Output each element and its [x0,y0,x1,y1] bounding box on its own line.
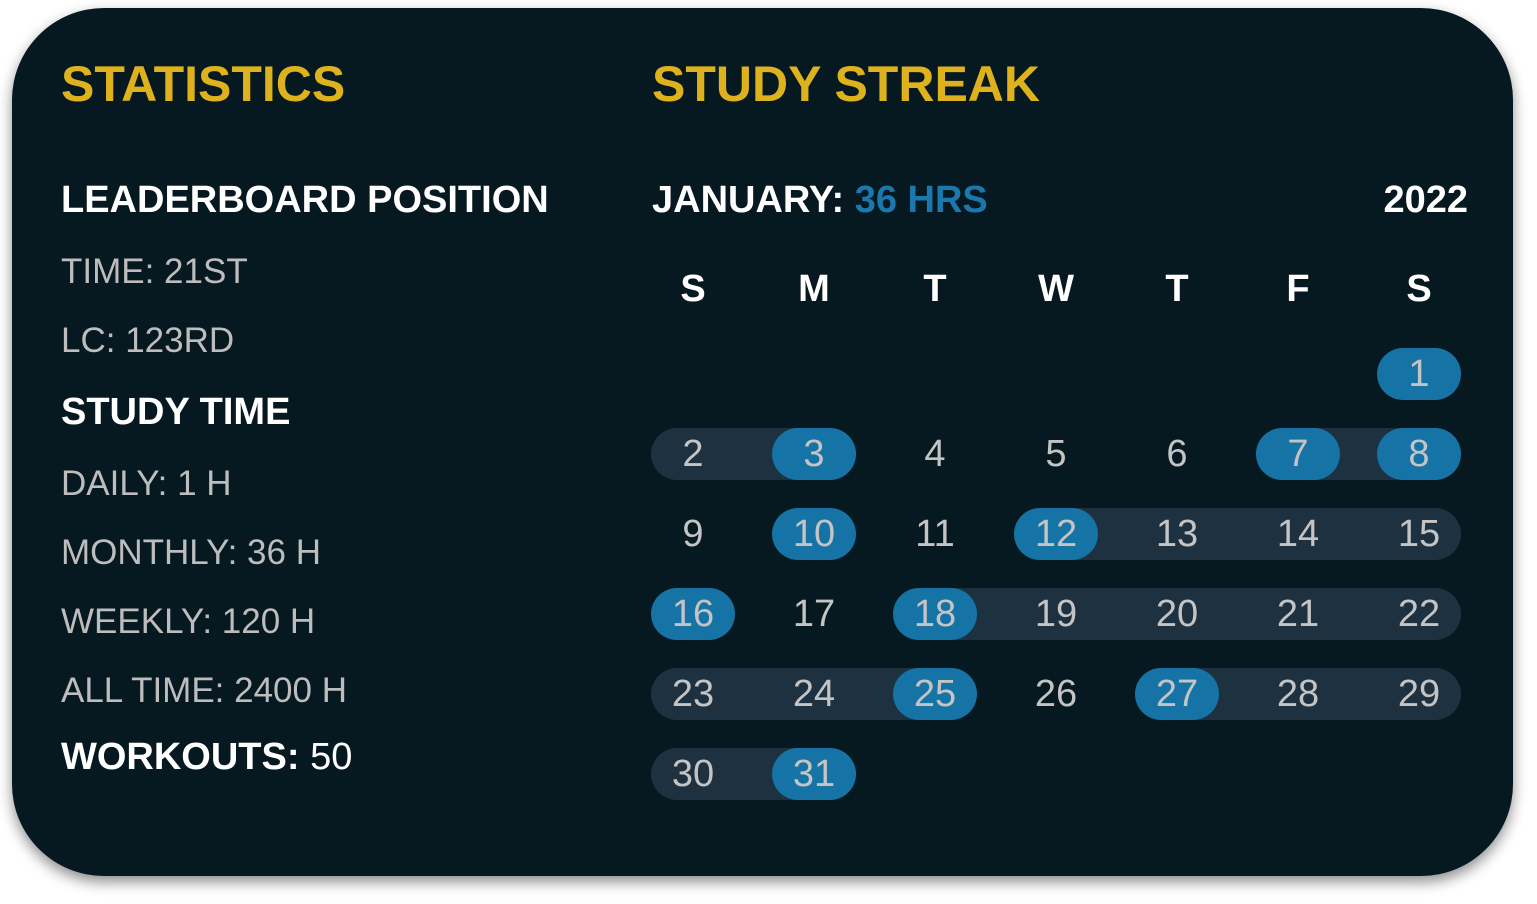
calendar-day[interactable]: 10 [792,513,836,555]
calendar-day[interactable]: 9 [682,513,704,555]
study-day-highlight [772,428,856,480]
calendar-day[interactable]: 27 [1155,673,1199,715]
weekday-1: M [798,268,830,310]
calendar-day[interactable]: 16 [671,593,715,635]
study-day-highlight [893,588,977,640]
year-label: 2022 [1383,179,1468,221]
calendar-day[interactable]: 6 [1166,433,1188,475]
study-day-highlight [1256,428,1340,480]
calendar-day[interactable]: 12 [1034,513,1078,555]
weekday-6: S [1406,268,1432,310]
calendar-day[interactable]: 28 [1276,673,1320,715]
streak-band [893,588,1461,640]
calendar-day[interactable]: 2 [682,433,704,475]
study-time-heading: STUDY TIME [61,391,291,433]
calendar-day[interactable]: 24 [792,673,836,715]
study-day-highlight [893,668,977,720]
calendar-day[interactable]: 19 [1034,593,1078,635]
calendar-day[interactable]: 29 [1397,673,1441,715]
calendar-day[interactable]: 25 [913,673,957,715]
study-daily: DAILY: 1 H [61,464,232,503]
statistics-title: STATISTICS [61,56,346,112]
study-day-highlight [1377,428,1461,480]
study-monthly: MONTHLY: 36 H [61,533,321,572]
study-day-highlight [772,748,856,800]
weekday-2: T [923,268,947,310]
month-summary: JANUARY: 36 HRS [652,181,988,219]
workouts: WORKOUTS: 50 [61,738,352,776]
study-day-highlight [651,588,735,640]
calendar-day[interactable]: 26 [1034,673,1078,715]
month-hours: 36 HRS [854,179,988,221]
leaderboard-lc: LC: 123RD [61,321,235,360]
calendar-day[interactable]: 11 [915,513,955,555]
calendar-day[interactable]: 15 [1397,513,1441,555]
weekday-3: W [1038,268,1074,310]
calendar-day[interactable]: 1 [1408,353,1430,395]
weekday-5: F [1286,268,1310,310]
calendar-day[interactable]: 14 [1276,513,1320,555]
calendar-day[interactable]: 21 [1276,593,1320,635]
calendar-day[interactable]: 23 [671,673,715,715]
study-streak-title: STUDY STREAK [652,56,1041,112]
month-label: JANUARY: [652,179,845,221]
leaderboard-time: TIME: 21ST [61,252,248,291]
calendar-day[interactable]: 4 [924,433,946,475]
study-day-highlight [1377,348,1461,400]
calendar-day[interactable]: 22 [1397,593,1441,635]
workouts-value: 50 [310,736,353,778]
study-day-highlight [1135,668,1219,720]
study-day-highlight [772,508,856,560]
calendar-day[interactable]: 5 [1045,433,1067,475]
weekday-0: S [680,268,706,310]
study-day-highlight [1014,508,1098,560]
calendar-day[interactable]: 13 [1155,513,1199,555]
calendar-day[interactable]: 3 [803,433,825,475]
leaderboard-heading: LEADERBOARD POSITION [61,179,549,221]
workouts-label: WORKOUTS: [61,736,300,778]
calendar-day[interactable]: 17 [792,593,836,635]
study-weekly: WEEKLY: 120 H [61,602,316,641]
calendar-day[interactable]: 20 [1155,593,1199,635]
calendar-day[interactable]: 8 [1408,433,1430,475]
study-all-time: ALL TIME: 2400 H [61,671,347,710]
calendar-day[interactable]: 31 [792,753,836,795]
calendar-day[interactable]: 18 [913,593,957,635]
weekday-4: T [1165,268,1189,310]
calendar-day[interactable]: 7 [1287,433,1309,475]
calendar-day[interactable]: 30 [671,753,715,795]
